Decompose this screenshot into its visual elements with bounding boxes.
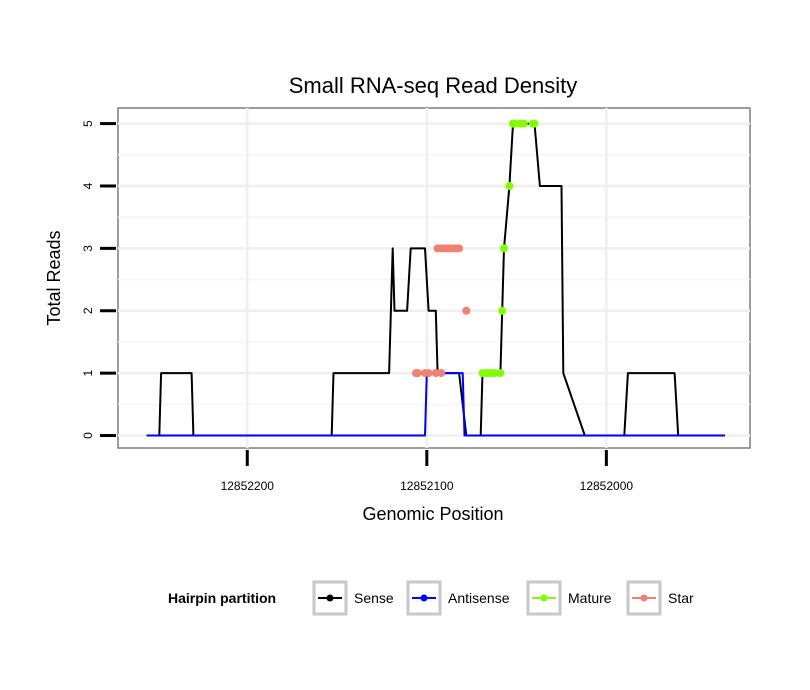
y-tick-label: 2 xyxy=(81,307,95,314)
point-star xyxy=(413,369,422,378)
legend-title: Hairpin partition xyxy=(168,590,276,606)
point-mature xyxy=(500,244,508,253)
plot-panel xyxy=(117,107,751,449)
axes: 0 1 2 3 4 5 12852200 12852100 12852000 xyxy=(81,120,633,493)
x-tick-label: 12852000 xyxy=(580,479,634,493)
point-mature xyxy=(505,182,514,190)
point-star xyxy=(455,244,464,253)
point-mature xyxy=(496,369,505,378)
legend-label-sense: Sense xyxy=(354,590,394,606)
legend: Hairpin partition Sense Antisense Mature… xyxy=(168,580,694,616)
legend-label-star: Star xyxy=(668,590,694,606)
x-axis-title: Genomic Position xyxy=(362,504,503,524)
x-tick-label: 12852200 xyxy=(221,479,275,493)
legend-dot-mature xyxy=(540,594,548,602)
y-tick-label: 0 xyxy=(81,432,95,439)
legend-dot-sense xyxy=(326,594,334,602)
point-star xyxy=(424,369,433,378)
legend-item-star: Star xyxy=(626,580,694,616)
point-star xyxy=(437,369,446,378)
y-tick-label: 3 xyxy=(81,245,95,252)
y-tick-label: 1 xyxy=(81,369,95,376)
series-layer xyxy=(146,119,725,437)
point-mature xyxy=(530,119,539,128)
point-star xyxy=(462,306,471,315)
y-tick-label: 5 xyxy=(81,120,95,127)
legend-label-mature: Mature xyxy=(568,590,612,606)
y-axis-title: Total Reads xyxy=(44,230,64,325)
chart-title: Small RNA-seq Read Density xyxy=(289,73,578,98)
legend-dot-antisense xyxy=(420,594,428,602)
legend-dot-star xyxy=(640,594,648,602)
point-mature xyxy=(519,119,528,128)
legend-item-sense: Sense xyxy=(312,580,394,616)
x-tick-label: 12852100 xyxy=(400,479,454,493)
legend-item-mature: Mature xyxy=(526,580,612,616)
y-tick-label: 4 xyxy=(81,182,95,189)
legend-label-antisense: Antisense xyxy=(448,590,510,606)
legend-item-antisense: Antisense xyxy=(406,580,510,616)
point-mature xyxy=(498,306,507,315)
